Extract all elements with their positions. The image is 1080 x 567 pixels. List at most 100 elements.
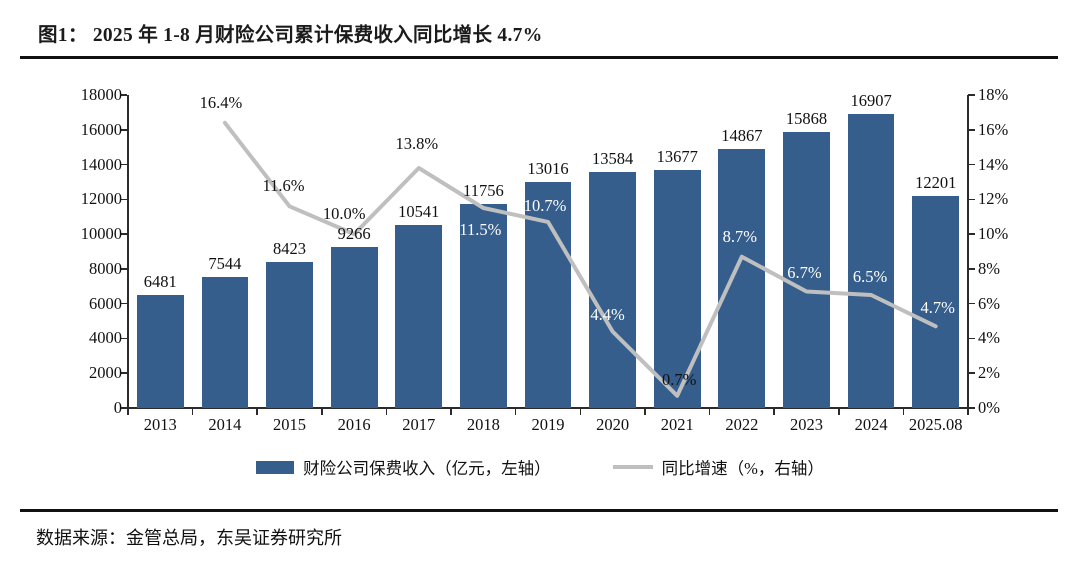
x-tick xyxy=(773,408,775,415)
bar-label-2019: 13016 xyxy=(527,158,569,178)
line-label-2017: 13.8% xyxy=(395,134,439,154)
plot-area: 0 2000 4000 6000 8000 10000 12000 14000 16000 180… xyxy=(81,85,1009,434)
bar-2016 xyxy=(330,246,378,408)
line-label-2023: 6.7% xyxy=(787,263,822,283)
bar-label-2020: 13584 xyxy=(591,148,634,168)
left-axis-tick-label: 2000 xyxy=(89,363,122,383)
right-tick xyxy=(968,302,975,305)
x-axis-label-2013: 2013 xyxy=(143,415,177,434)
line-label-2014: 16.4% xyxy=(199,92,243,112)
left-tick xyxy=(120,163,127,166)
right-axis-tick-label: 2% xyxy=(978,363,1000,383)
left-tick xyxy=(120,302,127,305)
bar-2015 xyxy=(266,261,313,408)
bar-2023 xyxy=(783,132,830,408)
bar-label-2013: 6481 xyxy=(143,272,177,292)
legend-bar-label: 财险公司保费收入（亿元，左轴） xyxy=(303,459,551,478)
right-axis-tick-label: 12% xyxy=(978,189,1009,209)
left-axis-tick-label: 0 xyxy=(113,398,122,417)
bar-2020 xyxy=(589,171,637,408)
x-axis-label-2023: 2023 xyxy=(789,415,823,434)
bar-2013 xyxy=(136,295,184,408)
x-axis-label-2017: 2017 xyxy=(402,415,436,434)
x-tick xyxy=(644,408,646,415)
x-axis-label-2018: 2018 xyxy=(466,415,500,434)
left-tick xyxy=(120,268,127,270)
line-label-2025.08: 4.7% xyxy=(920,298,955,318)
x-axis-label-2022: 2022 xyxy=(725,415,759,434)
line-label-2019: 10.7% xyxy=(523,195,567,215)
x-tick xyxy=(321,408,323,415)
x-axis-label-2025.08: 2025.08 xyxy=(908,415,963,434)
bar-swatch-icon xyxy=(256,460,295,474)
line-label-2022: 8.7% xyxy=(722,226,758,246)
left-axis-line xyxy=(127,95,129,408)
right-axis-tick-label: 0% xyxy=(978,398,1000,417)
bar-2017 xyxy=(395,224,443,408)
right-tick xyxy=(968,372,975,375)
x-tick xyxy=(837,408,840,415)
left-tick xyxy=(120,198,127,201)
right-tick xyxy=(968,198,975,201)
left-axis-tick-label: 12000 xyxy=(80,189,122,209)
right-tick xyxy=(968,233,975,235)
chart-legend: 财险公司保费收入（亿元，左轴） 同比增速（%，右轴） xyxy=(0,455,1080,479)
bar-label-2024: 16907 xyxy=(850,91,892,111)
right-tick xyxy=(968,268,975,270)
x-axis-label-2024: 2024 xyxy=(854,415,888,434)
x-axis-label-2015: 2015 xyxy=(273,415,307,434)
x-axis-label-2019: 2019 xyxy=(531,415,565,434)
right-tick xyxy=(968,128,975,131)
right-axis-tick-label: 14% xyxy=(978,154,1009,174)
left-axis-tick-label: 6000 xyxy=(89,293,122,313)
right-axis-tick-label: 18% xyxy=(978,85,1009,104)
legend-line-label: 同比增速（%，右轴） xyxy=(661,459,824,478)
x-axis-label-2016: 2016 xyxy=(337,415,371,434)
bar-2024 xyxy=(847,114,895,408)
right-axis-tick-label: 16% xyxy=(978,119,1009,139)
right-tick xyxy=(968,407,975,409)
x-tick xyxy=(256,408,259,415)
legend-item-bar: 财险公司保费收入（亿元，左轴） xyxy=(256,455,551,479)
left-tick xyxy=(120,337,127,340)
legend-item-line: 同比增速（%，右轴） xyxy=(612,455,824,479)
left-tick xyxy=(120,128,127,131)
line-label-2018: 11.5% xyxy=(459,220,502,240)
line-swatch-icon xyxy=(612,465,653,469)
line-label-2016: 10.0% xyxy=(322,204,366,224)
left-axis-tick-label: 8000 xyxy=(89,258,122,278)
right-axis-line xyxy=(967,95,969,408)
source-divider xyxy=(20,509,1058,512)
left-axis-tick-label: 14000 xyxy=(80,154,122,174)
title-divider xyxy=(20,56,1058,59)
figure-title: 图1： 2025 年 1-8 月财险公司累计保费收入同比增长 4.7% xyxy=(38,25,543,46)
line-label-2015: 11.6% xyxy=(262,176,305,196)
bar-label-2016: 9266 xyxy=(337,223,371,243)
left-tick xyxy=(120,407,127,409)
left-tick xyxy=(120,94,127,96)
x-tick xyxy=(579,408,582,415)
x-tick xyxy=(902,408,905,415)
x-tick xyxy=(450,408,452,415)
line-label-2024: 6.5% xyxy=(852,266,888,286)
x-tick xyxy=(127,408,129,415)
right-tick xyxy=(968,163,975,166)
bar-2018 xyxy=(459,203,507,408)
source-note: 数据来源：金管总局，东吴证券研究所 xyxy=(36,528,342,548)
bar-2021 xyxy=(653,170,701,408)
right-axis-tick-label: 6% xyxy=(978,293,1000,313)
bar-2014 xyxy=(201,276,249,408)
x-tick xyxy=(708,408,711,415)
right-tick xyxy=(968,94,975,96)
bar-label-2017: 10541 xyxy=(398,201,440,221)
right-axis-tick-label: 8% xyxy=(978,258,1000,278)
right-tick xyxy=(968,337,975,340)
left-axis-tick-label: 4000 xyxy=(89,328,122,348)
left-tick xyxy=(120,372,127,375)
left-axis-tick-label: 16000 xyxy=(80,119,122,139)
bar-label-2023: 15868 xyxy=(785,109,828,129)
line-label-2020: 4.4% xyxy=(590,305,625,325)
x-tick xyxy=(191,408,194,415)
x-axis-label-2020: 2020 xyxy=(596,415,630,434)
